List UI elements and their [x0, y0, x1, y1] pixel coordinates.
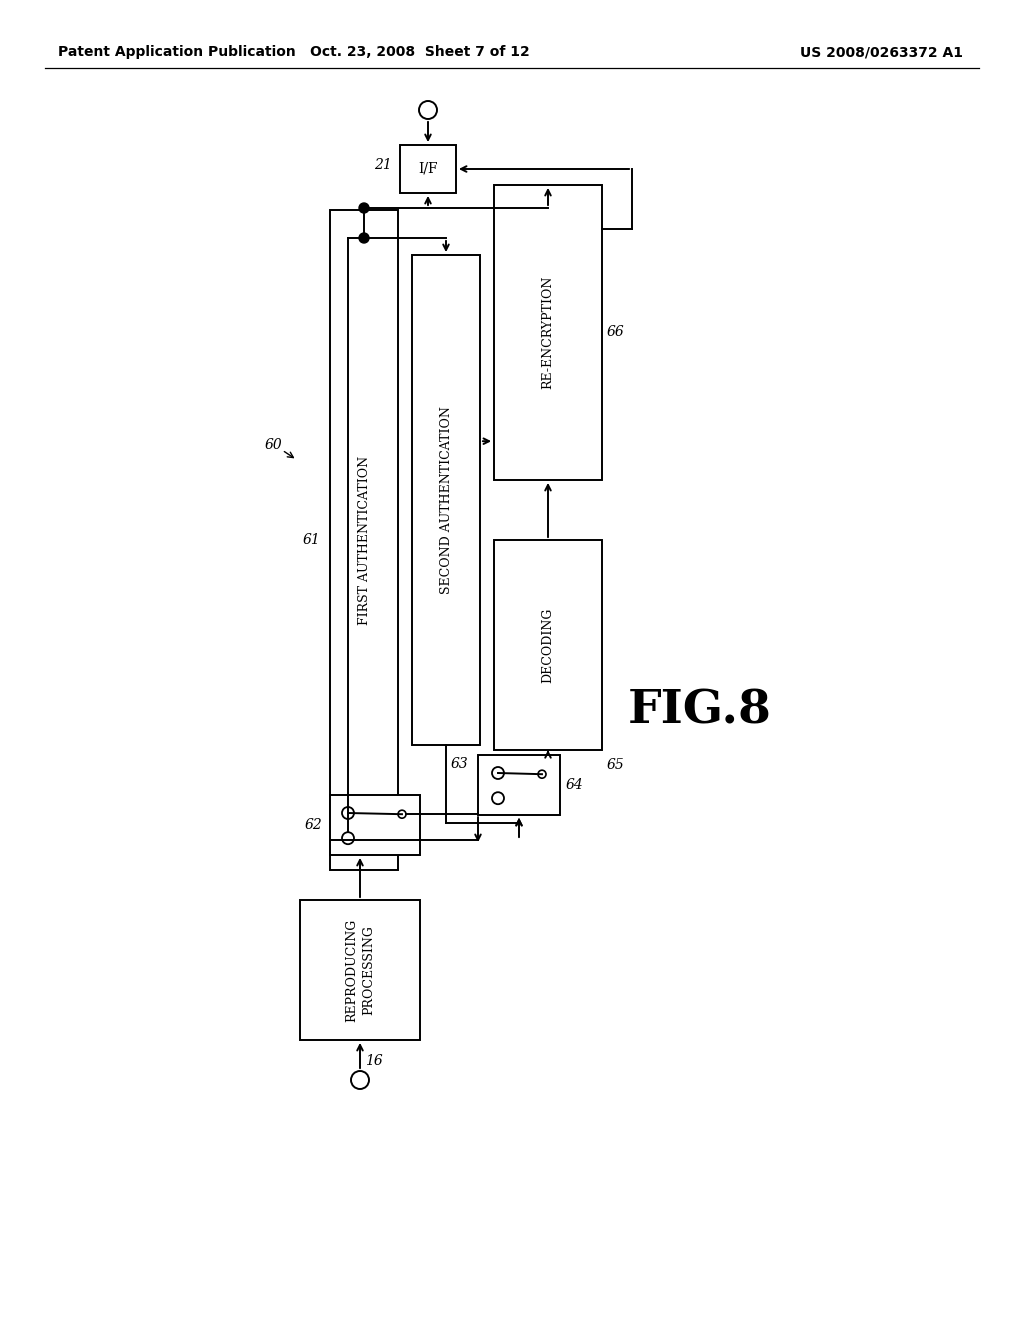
- Text: 16: 16: [365, 1053, 383, 1068]
- Text: DECODING: DECODING: [542, 607, 555, 682]
- Text: SECOND AUTHENTICATION: SECOND AUTHENTICATION: [439, 407, 453, 594]
- Bar: [494, 185, 602, 480]
- Text: REPRODUCING
PROCESSING: REPRODUCING PROCESSING: [345, 919, 375, 1022]
- Text: FIRST AUTHENTICATION: FIRST AUTHENTICATION: [357, 455, 371, 624]
- Text: RE-ENCRYPTION: RE-ENCRYPTION: [542, 276, 555, 389]
- Circle shape: [359, 234, 369, 243]
- Text: Patent Application Publication: Patent Application Publication: [58, 45, 296, 59]
- Text: Oct. 23, 2008  Sheet 7 of 12: Oct. 23, 2008 Sheet 7 of 12: [310, 45, 529, 59]
- Text: 65: 65: [607, 758, 625, 772]
- Text: US 2008/0263372 A1: US 2008/0263372 A1: [800, 45, 963, 59]
- Text: FIG.8: FIG.8: [628, 686, 772, 733]
- Text: 62: 62: [304, 818, 322, 832]
- Bar: [494, 540, 602, 750]
- Bar: [330, 210, 398, 870]
- Text: 61: 61: [302, 533, 319, 546]
- Text: 60: 60: [265, 438, 283, 451]
- Bar: [300, 900, 420, 1040]
- Circle shape: [359, 203, 369, 213]
- Text: 66: 66: [607, 326, 625, 339]
- Bar: [412, 255, 480, 744]
- Bar: [478, 755, 560, 814]
- Text: 64: 64: [566, 777, 584, 792]
- Bar: [330, 795, 420, 855]
- Text: I/F: I/F: [418, 162, 438, 176]
- Bar: [400, 145, 456, 193]
- Text: 63: 63: [451, 756, 469, 771]
- Text: 21: 21: [374, 158, 392, 172]
